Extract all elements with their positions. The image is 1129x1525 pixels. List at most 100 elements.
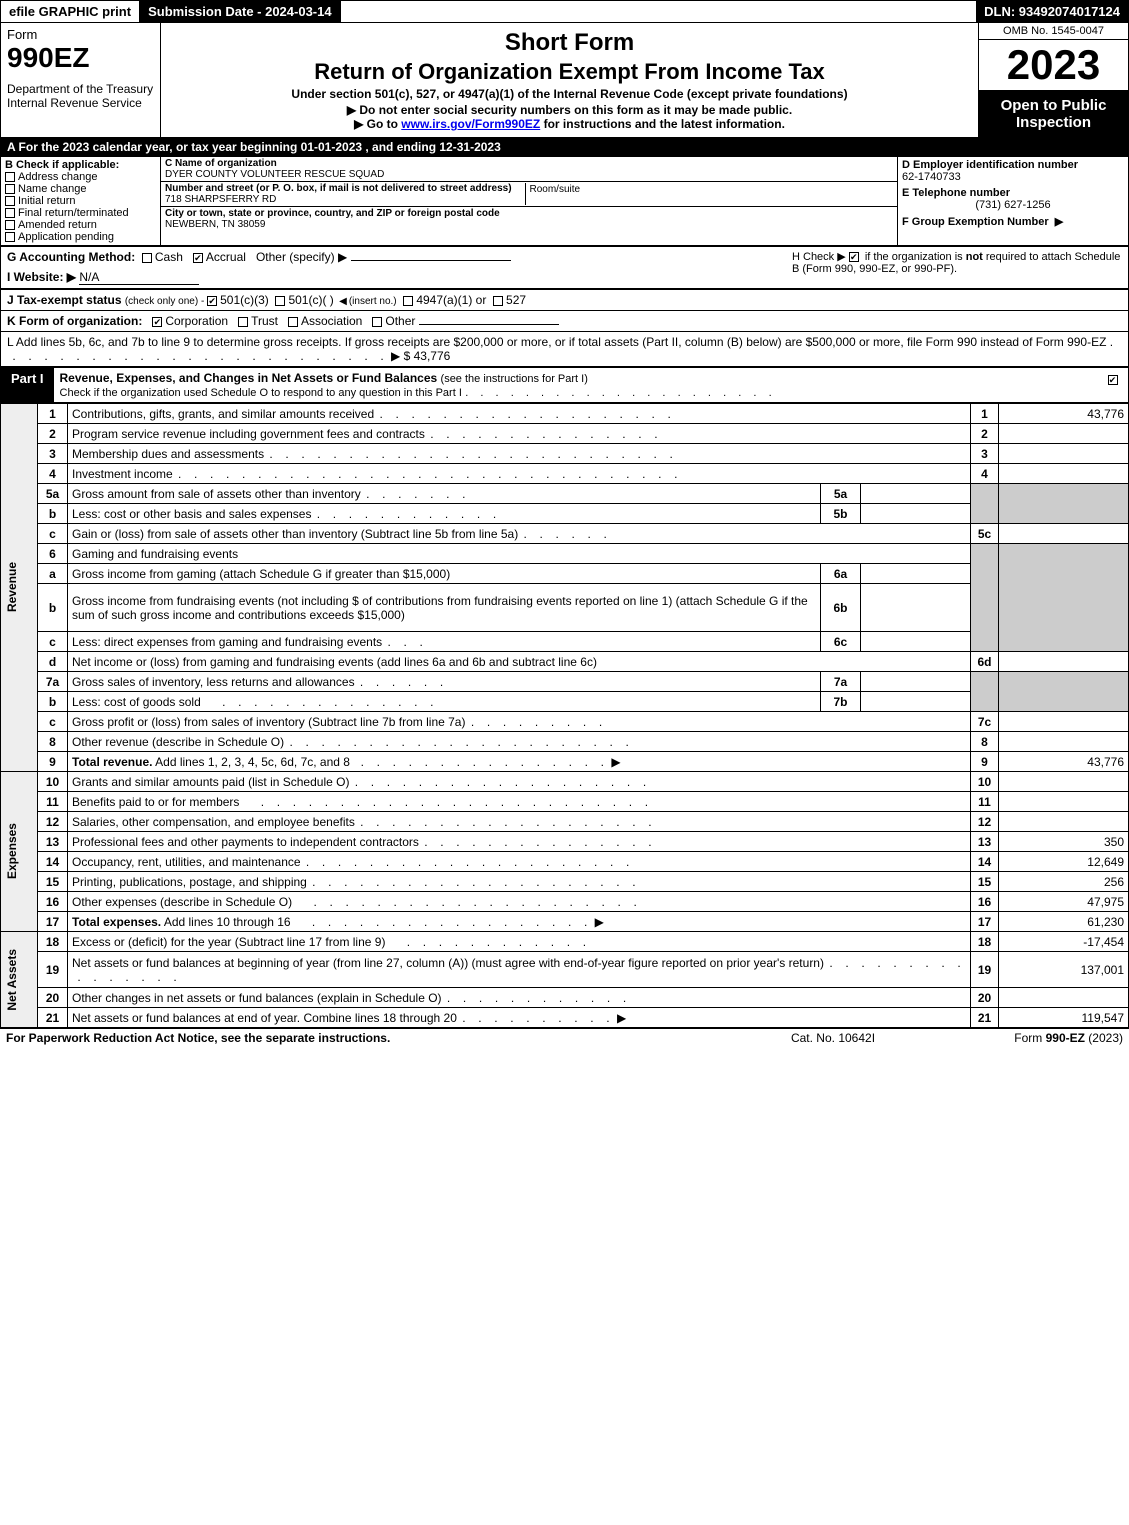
line-4: Investment income . . . . . . . . . . . … [68, 464, 971, 484]
chk-name-change[interactable]: Name change [5, 183, 156, 195]
irs-label: Internal Revenue Service [7, 96, 154, 110]
website-note: ▶ Go to www.irs.gov/Form990EZ for instru… [167, 117, 972, 131]
gross-receipts-value: $ 43,776 [404, 349, 451, 363]
line-16-amount: 47,975 [999, 892, 1129, 912]
line-10: Grants and similar amounts paid (list in… [68, 772, 971, 792]
submission-date: Submission Date - 2024-03-14 [140, 1, 341, 22]
footer: For Paperwork Reduction Act Notice, see … [0, 1028, 1129, 1047]
group-exemption-label: F Group Exemption Number ▶ [902, 215, 1124, 228]
omb-number: OMB No. 1545-0047 [979, 23, 1128, 40]
line-17-amount: 61,230 [999, 912, 1129, 932]
line-19-amount: 137,001 [999, 952, 1129, 988]
line-3: Membership dues and assessments . . . . … [68, 444, 971, 464]
line-14-amount: 12,649 [999, 852, 1129, 872]
chk-cash[interactable] [142, 253, 152, 263]
header-right: OMB No. 1545-0047 2023 Open to Public In… [978, 23, 1128, 137]
chk-accrual[interactable] [193, 253, 203, 263]
row-a-tax-year: A For the 2023 calendar year, or tax yea… [0, 138, 1129, 157]
line-6a: Gross income from gaming (attach Schedul… [68, 564, 821, 584]
row-l: L Add lines 5b, 6c, and 7b to line 9 to … [0, 332, 1129, 367]
chk-4947a1[interactable] [403, 296, 413, 306]
side-net-assets: Net Assets [5, 949, 19, 1011]
other-specify-line[interactable] [351, 260, 511, 261]
side-revenue: Revenue [5, 562, 19, 612]
line-15-amount: 256 [999, 872, 1129, 892]
line-16: Other expenses (describe in Schedule O) … [68, 892, 971, 912]
line-6: Gaming and fundraising events [68, 544, 971, 564]
row-j: J Tax-exempt status (check only one) - 5… [0, 289, 1129, 311]
efile-print-label[interactable]: efile GRAPHIC print [1, 1, 140, 22]
section-bcdef: B Check if applicable: Address change Na… [0, 157, 1129, 246]
city-value: NEWBERN, TN 38059 [165, 219, 893, 230]
row-g-h: G Accounting Method: Cash Accrual Other … [0, 246, 1129, 289]
org-name-value: DYER COUNTY VOLUNTEER RESCUE SQUAD [165, 169, 893, 180]
city-row: City or town, state or province, country… [161, 207, 897, 231]
cat-no: Cat. No. 10642I [743, 1031, 923, 1045]
top-bar: efile GRAPHIC print Submission Date - 20… [0, 0, 1129, 23]
chk-corporation[interactable] [152, 317, 162, 327]
line-7b: Less: cost of goods sold . . . . . . . .… [68, 692, 821, 712]
chk-application-pending[interactable]: Application pending [5, 231, 156, 243]
part-i-tab: Part I [1, 368, 54, 402]
room-suite-label: Room/suite [525, 183, 894, 205]
short-form-title: Short Form [167, 29, 972, 57]
chk-association[interactable] [288, 317, 298, 327]
line-13: Professional fees and other payments to … [68, 832, 971, 852]
ein-value: 62-1740733 [902, 171, 1124, 183]
col-c: C Name of organization DYER COUNTY VOLUN… [161, 157, 898, 245]
dln-number: DLN: 93492074017124 [976, 1, 1128, 22]
chk-501c[interactable] [275, 296, 285, 306]
irs-link[interactable]: www.irs.gov/Form990EZ [401, 117, 540, 131]
line-13-amount: 350 [999, 832, 1129, 852]
line-9: Total revenue. Add lines 1, 2, 3, 4, 5c,… [68, 752, 971, 772]
col-b-header: B Check if applicable: [5, 159, 156, 171]
line-2: Program service revenue including govern… [68, 424, 971, 444]
dept-treasury: Department of the Treasury [7, 82, 154, 96]
street-value: 718 SHARPSFERRY RD [165, 194, 525, 205]
col-def: D Employer identification number 62-1740… [898, 157, 1128, 245]
chk-trust[interactable] [238, 317, 248, 327]
line-17: Total expenses. Add lines 10 through 16 … [68, 912, 971, 932]
chk-501c3[interactable] [207, 296, 217, 306]
line-1: Contributions, gifts, grants, and simila… [68, 404, 971, 424]
form-ref: Form 990-EZ (2023) [923, 1031, 1123, 1045]
chk-527[interactable] [493, 296, 503, 306]
ein-label: D Employer identification number [902, 159, 1124, 171]
topbar-spacer [341, 1, 977, 22]
chk-amended-return[interactable]: Amended return [5, 219, 156, 231]
chk-schedule-b-not-required[interactable] [849, 252, 859, 262]
header-middle: Short Form Return of Organization Exempt… [161, 23, 978, 137]
line-18-amount: -17,454 [999, 932, 1129, 952]
form-org-label: K Form of organization: [7, 314, 142, 328]
line-21: Net assets or fund balances at end of ye… [68, 1008, 971, 1028]
chk-final-return[interactable]: Final return/terminated [5, 207, 156, 219]
chk-other-org[interactable] [372, 317, 382, 327]
subtitle: Under section 501(c), 527, or 4947(a)(1)… [167, 87, 972, 101]
line-7c: Gross profit or (loss) from sales of inv… [68, 712, 971, 732]
col-b: B Check if applicable: Address change Na… [1, 157, 161, 245]
line-11: Benefits paid to or for members . . . . … [68, 792, 971, 812]
line-5c: Gain or (loss) from sale of assets other… [68, 524, 971, 544]
ssn-warning-text: Do not enter social security numbers on … [359, 103, 792, 117]
part-i-checkbox[interactable] [1100, 368, 1128, 402]
header-left: Form 990EZ Department of the Treasury In… [1, 23, 161, 137]
row-k: K Form of organization: Corporation Trus… [0, 311, 1129, 332]
chk-initial-return[interactable]: Initial return [5, 195, 156, 207]
side-expenses: Expenses [5, 823, 19, 879]
open-to-public: Open to Public Inspection [979, 91, 1128, 137]
form-number: 990EZ [7, 42, 154, 74]
line-15: Printing, publications, postage, and shi… [68, 872, 971, 892]
tax-year: 2023 [979, 40, 1128, 91]
header-block: Form 990EZ Department of the Treasury In… [0, 23, 1129, 138]
goto-post: for instructions and the latest informat… [540, 117, 785, 131]
part-i-desc: Revenue, Expenses, and Changes in Net As… [54, 368, 1100, 402]
chk-address-change[interactable]: Address change [5, 171, 156, 183]
line-5b: Less: cost or other basis and sales expe… [68, 504, 821, 524]
row-h: H Check ▶ if the organization is not req… [782, 250, 1122, 275]
ssn-warning: ▶ Do not enter social security numbers o… [167, 103, 972, 117]
phone-label: E Telephone number [902, 187, 1124, 199]
line-6c: Less: direct expenses from gaming and fu… [68, 632, 821, 652]
other-org-line[interactable] [419, 324, 559, 325]
line-6b: Gross income from fundraising events (no… [68, 584, 821, 632]
form-word: Form [7, 27, 154, 42]
